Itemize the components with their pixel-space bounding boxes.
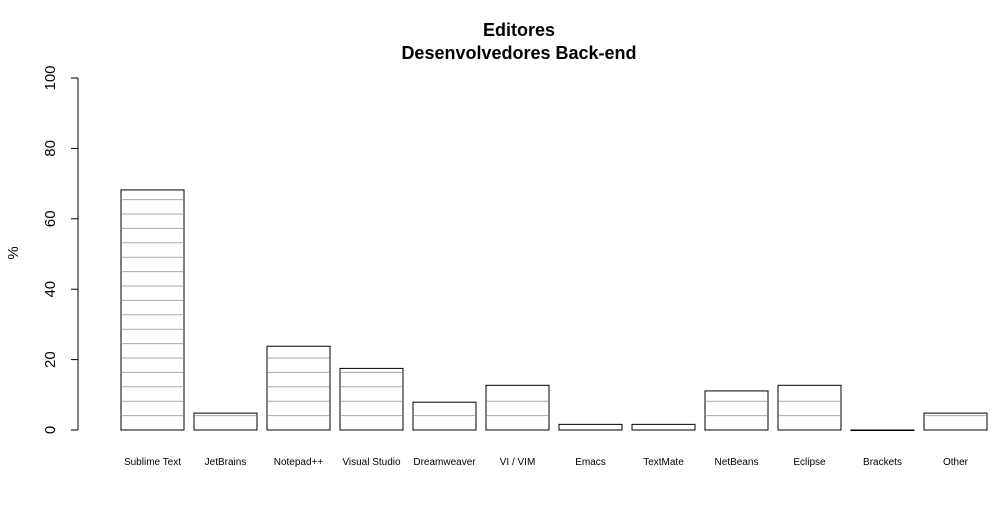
y-tick-label: 0 [42,426,59,434]
bars-group [120,189,988,431]
chart-subtitle: Desenvolvedores Back-end [401,43,636,63]
category-label: VI / VIM [500,457,536,468]
bar [120,189,185,431]
bar-rect [923,412,988,431]
y-axis: 0 20 40 60 80 100 [42,65,79,434]
category-labels: Sublime Text JetBrains Notepad++ Visual Stu… [124,457,969,468]
bar-rect [704,390,769,431]
category-label: JetBrains [205,457,247,468]
chart-title: Editores [483,20,555,40]
bar [777,384,842,431]
bar-rect [558,423,623,431]
y-tick-label: 20 [42,351,59,368]
bar [704,390,769,431]
category-label: Dreamweaver [413,457,476,468]
y-tick-label: 100 [42,65,59,90]
bar-rect [777,384,842,431]
category-label: Eclipse [793,457,826,468]
bar-rect [631,423,696,431]
bar [558,423,623,431]
bar [193,412,258,431]
category-label: Notepad++ [274,457,324,468]
bar-rect [193,412,258,431]
bar-rect [485,384,550,431]
y-axis-label: % [5,246,22,259]
category-label: Other [943,457,969,468]
bar [412,401,477,431]
bar [631,423,696,431]
bar-rect [850,429,915,431]
y-tick-label: 80 [42,140,59,157]
category-label: Emacs [575,457,606,468]
bar [850,429,915,431]
category-label: Sublime Text [124,457,181,468]
category-label: Brackets [863,457,902,468]
bar [485,384,550,431]
bar [923,412,988,431]
bar [339,367,404,431]
y-tick-label: 60 [42,210,59,227]
category-label: NetBeans [715,457,759,468]
bar-rect [120,189,185,431]
bar-rect [266,345,331,431]
category-label: TextMate [643,457,684,468]
y-tick-label: 40 [42,281,59,298]
bar-rect [339,367,404,431]
bar [266,345,331,431]
category-label: Visual Studio [342,457,401,468]
